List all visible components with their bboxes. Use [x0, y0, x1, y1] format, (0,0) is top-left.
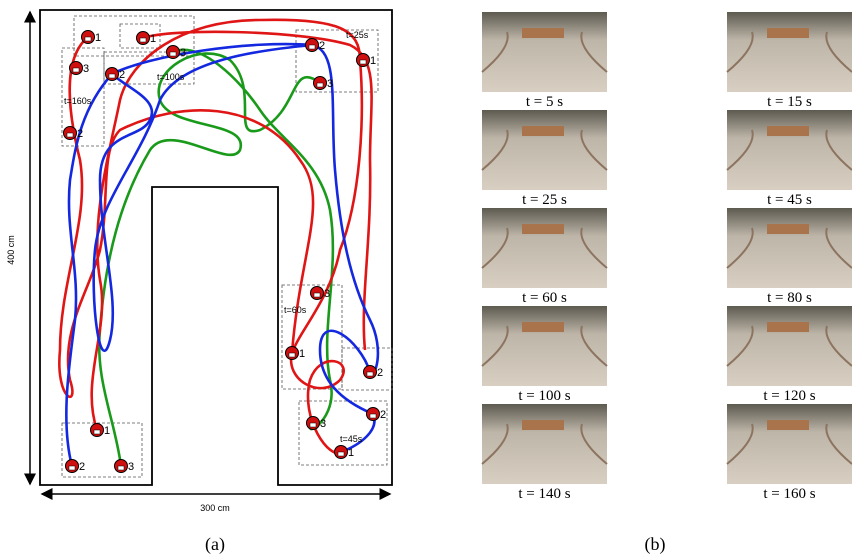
frame: t = 25 s: [482, 110, 607, 208]
robot-label: 2: [77, 128, 83, 140]
robot-label: 3: [324, 288, 330, 300]
frame-wall: [522, 420, 564, 430]
robot: 2: [64, 127, 84, 141]
robot: 3: [307, 417, 327, 431]
robot-window: [309, 45, 315, 49]
robot-label: 1: [348, 447, 354, 459]
robot-window: [85, 37, 91, 41]
robot-label: 1: [370, 55, 376, 67]
frame-caption: t = 25 s: [522, 192, 567, 208]
robot-window: [338, 452, 344, 456]
time-label: t=60s: [284, 305, 307, 315]
robot: 1: [357, 54, 377, 68]
frame-caption: t = 80 s: [767, 290, 812, 306]
robot-window: [67, 133, 73, 137]
robot: 2: [364, 366, 384, 380]
frame: t = 60 s: [482, 208, 607, 306]
robot-window: [170, 52, 176, 56]
time-labels: t=25s t=100s t=160s t=60s t=45s: [64, 30, 369, 444]
time-label: t=100s: [157, 72, 185, 82]
frame-caption: t = 160 s: [763, 486, 815, 502]
robot-label: 1: [150, 33, 156, 45]
height-label: 400 cm: [6, 235, 16, 265]
robot-window: [317, 83, 323, 87]
robot-window: [310, 423, 316, 427]
frame: t = 15 s: [727, 12, 852, 110]
time-label: t=45s: [340, 434, 363, 444]
width-label: 300 cm: [200, 503, 230, 513]
frame-caption: t = 140 s: [518, 486, 570, 502]
figure: 1 1 3 3 2 2 2 1 3 3 1 2 2 3 1 1 2 3 t=25s t=100s t=160s t=60…: [0, 0, 852, 557]
robot: 3: [314, 77, 334, 91]
robot-window: [73, 68, 79, 72]
robot: 3: [311, 287, 331, 301]
time-label: t=160s: [64, 96, 92, 106]
page: 1 1 3 3 2 2 2 1 3 3 1 2 2 3 1 1 2 3 t=25s t=100s t=160s t=60…: [0, 0, 852, 557]
time-label: t=25s: [346, 30, 369, 40]
robot: 2: [367, 408, 387, 422]
robot: 2: [106, 68, 126, 82]
frame: t = 80 s: [727, 208, 852, 306]
robot-label: 3: [83, 63, 89, 75]
frame: t = 45 s: [727, 110, 852, 208]
map: 1 1 3 3 2 2 2 1 3 3 1 2 2 3 1 1 2 3 t=25s t=100s t=160s t=60…: [40, 10, 392, 485]
robot-label: 2: [119, 69, 125, 81]
frame-caption: t = 100 s: [518, 388, 570, 404]
robot-label: 3: [180, 47, 186, 59]
frame-wall: [522, 28, 564, 38]
robot-label: 1: [95, 32, 101, 44]
frame: t = 100 s: [482, 306, 607, 404]
robot: 2: [66, 460, 86, 474]
robot-window: [140, 38, 146, 42]
frame: t = 120 s: [727, 306, 852, 404]
frame-caption: t = 5 s: [526, 94, 563, 110]
frame: t = 140 s: [482, 404, 607, 502]
robot: 3: [70, 62, 90, 76]
frame-wall: [522, 322, 564, 332]
frame-caption: t = 60 s: [522, 290, 567, 306]
robot-window: [118, 466, 124, 470]
panel-caption: (a): [205, 534, 225, 555]
robot-window: [360, 60, 366, 64]
frame: t = 5 s: [482, 12, 607, 110]
frame-wall: [522, 224, 564, 234]
frame-wall: [767, 28, 809, 38]
robot: 1: [82, 31, 102, 45]
frame-wall: [767, 420, 809, 430]
robot-window: [370, 414, 376, 418]
robot: 2: [306, 39, 326, 53]
robot-label: 1: [299, 348, 305, 360]
robot-label: 2: [380, 409, 386, 421]
robot-label: 1: [104, 425, 110, 437]
robot-label: 2: [377, 367, 383, 379]
robot: 3: [167, 46, 187, 60]
robot-label: 3: [320, 418, 326, 430]
robot: 3: [115, 460, 135, 474]
frame-caption: t = 120 s: [763, 388, 815, 404]
robot-window: [94, 430, 100, 434]
robot-label: 3: [327, 78, 333, 90]
robot: 1: [91, 424, 111, 438]
frames: t = 5 s t = 15 s t = 25 s t = 45 s t = 60 s t…: [482, 12, 852, 502]
robot-window: [314, 293, 320, 297]
frame-wall: [522, 126, 564, 136]
frame-wall: [767, 126, 809, 136]
panel-caption: (b): [645, 534, 666, 555]
robot-window: [289, 353, 295, 357]
robot-label: 2: [319, 40, 325, 52]
robot-label: 3: [128, 461, 134, 473]
frame-caption: t = 45 s: [767, 192, 812, 208]
robot-window: [109, 74, 115, 78]
robot-window: [69, 466, 75, 470]
frame: t = 160 s: [727, 404, 852, 502]
robot-label: 2: [79, 461, 85, 473]
robot: 1: [286, 347, 306, 361]
robot: 1: [137, 32, 157, 46]
frame-wall: [767, 224, 809, 234]
frame-caption: t = 15 s: [767, 94, 812, 110]
robot: 1: [335, 446, 355, 460]
frame-wall: [767, 322, 809, 332]
robot-window: [367, 372, 373, 376]
